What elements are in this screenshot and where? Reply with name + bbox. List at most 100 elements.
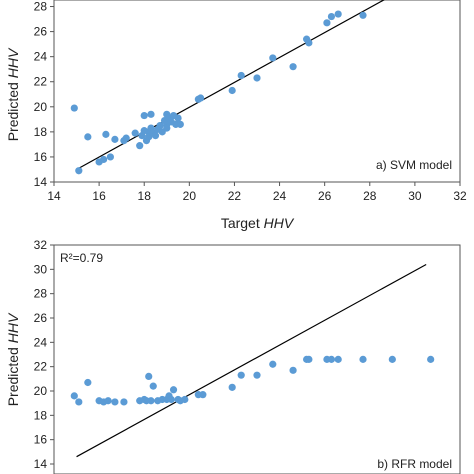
data-point-rfr	[145, 372, 153, 380]
data-point-svm	[327, 12, 336, 21]
data-point-rfr	[237, 371, 245, 379]
data-point-svm	[289, 63, 297, 71]
data-point-svm	[163, 124, 171, 132]
data-point-svm	[334, 10, 342, 18]
y-tick-label: 28	[34, 287, 48, 301]
x-axis-title-text: Target	[221, 215, 264, 231]
x-tick-label: 14	[47, 189, 61, 203]
data-point-svm	[156, 122, 164, 130]
fit-line-rfr	[76, 263, 427, 458]
panel-rfr: 14 16 18 20 22 24 26 28 30 32 R²=0.79 b) RFR mode…	[5, 238, 461, 474]
y-tick-label: 24	[34, 335, 48, 349]
y-ticks-svm: 14 16 18 20 22 24 26 28	[34, 0, 54, 189]
y-tick-label: 20	[34, 384, 48, 398]
data-point-rfr	[181, 395, 189, 404]
data-point-rfr	[228, 383, 236, 391]
data-point-svm	[84, 133, 92, 141]
data-point-rfr	[111, 398, 119, 406]
data-point-svm	[106, 153, 114, 161]
y-tick-label: 26	[34, 25, 48, 39]
y-tick-label: 32	[34, 238, 48, 252]
data-point-svm	[140, 111, 148, 120]
y-ticks-rfr: 14 16 18 20 22 24 26 28 30 32	[34, 238, 54, 471]
data-point-rfr	[327, 355, 336, 363]
panel-label-svm: a) SVM model	[376, 158, 452, 172]
x-tick-label: 16	[92, 189, 106, 203]
y-tick-label: 18	[34, 408, 48, 422]
data-point-svm	[197, 94, 205, 102]
y-axis-title-italic: HHV	[5, 312, 21, 343]
x-tick-label: 20	[183, 189, 197, 203]
data-point-svm	[237, 71, 245, 80]
data-point-rfr	[305, 355, 313, 363]
data-point-rfr	[388, 355, 396, 363]
data-point-rfr	[289, 366, 297, 374]
data-point-rfr	[359, 355, 367, 363]
data-point-svm	[151, 132, 160, 140]
data-point-rfr	[84, 378, 92, 387]
data-point-svm	[359, 11, 367, 19]
y-tick-label: 22	[34, 360, 48, 374]
y-tick-label: 16	[34, 433, 48, 447]
data-point-rfr	[149, 382, 157, 390]
data-point-svm	[253, 74, 261, 82]
y-tick-label: 30	[34, 262, 48, 276]
data-point-rfr	[104, 397, 112, 405]
y-axis-title-svm: Predicted HHV	[5, 47, 21, 141]
data-point-rfr	[199, 391, 207, 399]
y-tick-label: 16	[34, 150, 48, 164]
data-point-svm	[228, 86, 236, 95]
data-point-svm	[323, 19, 331, 27]
data-point-rfr	[169, 386, 178, 394]
data-point-svm	[122, 134, 130, 142]
y-axis-title-text: Predicted	[5, 78, 21, 141]
data-point-rfr	[120, 398, 128, 406]
r-squared-annotation: R²=0.79	[60, 251, 103, 265]
x-axis-title-svm: Target HHV	[221, 215, 295, 231]
data-point-svm	[305, 39, 313, 47]
y-tick-label: 14	[34, 175, 48, 189]
y-axis-title-italic: HHV	[5, 47, 21, 78]
panel-frame-svm	[53, 0, 461, 183]
x-tick-label: 24	[273, 189, 287, 203]
data-point-rfr	[427, 355, 435, 363]
data-point-rfr	[334, 355, 342, 363]
y-tick-label: 28	[34, 0, 48, 14]
data-point-svm	[269, 54, 277, 62]
points-rfr	[70, 355, 435, 406]
y-tick-label: 22	[34, 75, 48, 89]
data-point-svm	[176, 120, 184, 128]
x-tick-label: 30	[408, 189, 422, 203]
y-tick-label: 14	[34, 457, 48, 471]
data-point-rfr	[253, 371, 261, 379]
y-tick-label: 20	[34, 100, 48, 114]
data-point-svm	[147, 110, 155, 118]
data-point-svm	[100, 155, 108, 164]
y-axis-title-rfr: Predicted HHV	[5, 312, 21, 406]
points-svm	[70, 10, 367, 175]
data-point-svm	[136, 142, 144, 150]
data-point-rfr	[147, 397, 155, 405]
data-point-svm	[102, 130, 110, 138]
x-tick-label: 32	[453, 189, 467, 203]
data-point-rfr	[167, 395, 175, 404]
data-point-svm	[131, 129, 139, 137]
x-tick-label: 28	[363, 189, 377, 203]
x-tick-label: 18	[138, 189, 152, 203]
fit-line-svm	[76, 0, 385, 170]
x-ticks-svm: 14 16 18 20 22 24 26 28 30 32	[47, 182, 467, 203]
y-tick-label: 24	[34, 50, 48, 64]
data-point-svm	[174, 114, 182, 122]
data-point-svm	[70, 104, 78, 112]
data-point-svm	[111, 135, 119, 143]
x-tick-label: 22	[228, 189, 242, 203]
data-point-rfr	[75, 398, 83, 406]
y-axis-title-text: Predicted	[5, 343, 21, 406]
panel-label-rfr: b) RFR model	[377, 457, 452, 471]
y-tick-label: 18	[34, 125, 48, 139]
data-point-rfr	[70, 392, 78, 400]
y-tick-label: 26	[34, 311, 48, 325]
panel-svm: 14 16 18 20 22 24 26 28 14 16 18 20 22 24 26 28 30 32 a)…	[5, 0, 467, 231]
data-point-rfr	[269, 360, 277, 368]
